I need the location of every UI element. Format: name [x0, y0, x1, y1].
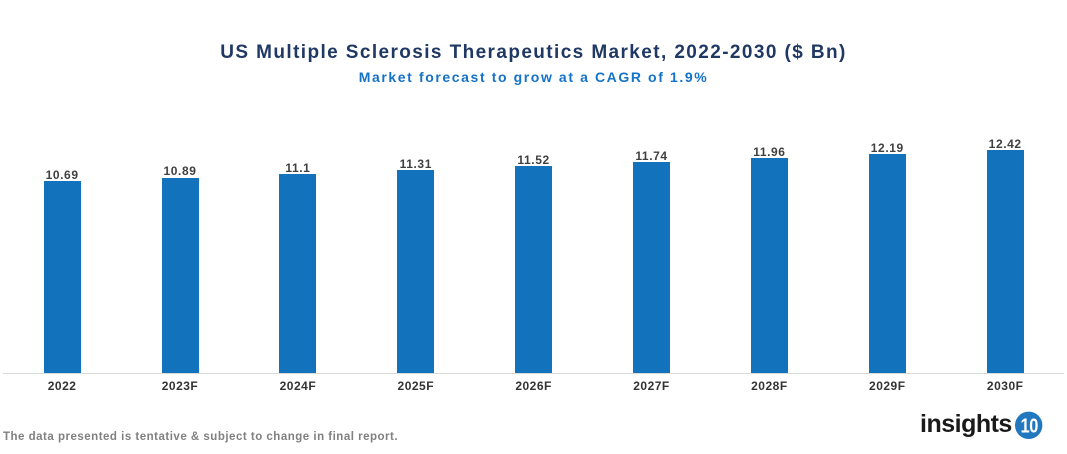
svg-text:insights: insights — [920, 410, 1012, 438]
svg-text:10: 10 — [1020, 414, 1038, 437]
